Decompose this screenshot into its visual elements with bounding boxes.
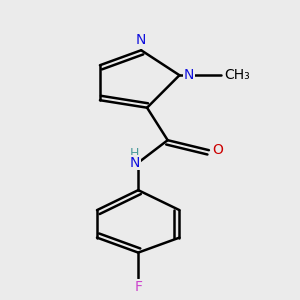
- Text: F: F: [134, 280, 142, 294]
- Text: CH₃: CH₃: [224, 68, 250, 82]
- Text: N: N: [136, 33, 146, 47]
- Text: H: H: [130, 147, 140, 161]
- Text: O: O: [212, 143, 223, 157]
- Text: N: N: [130, 156, 140, 170]
- Text: N: N: [184, 68, 194, 82]
